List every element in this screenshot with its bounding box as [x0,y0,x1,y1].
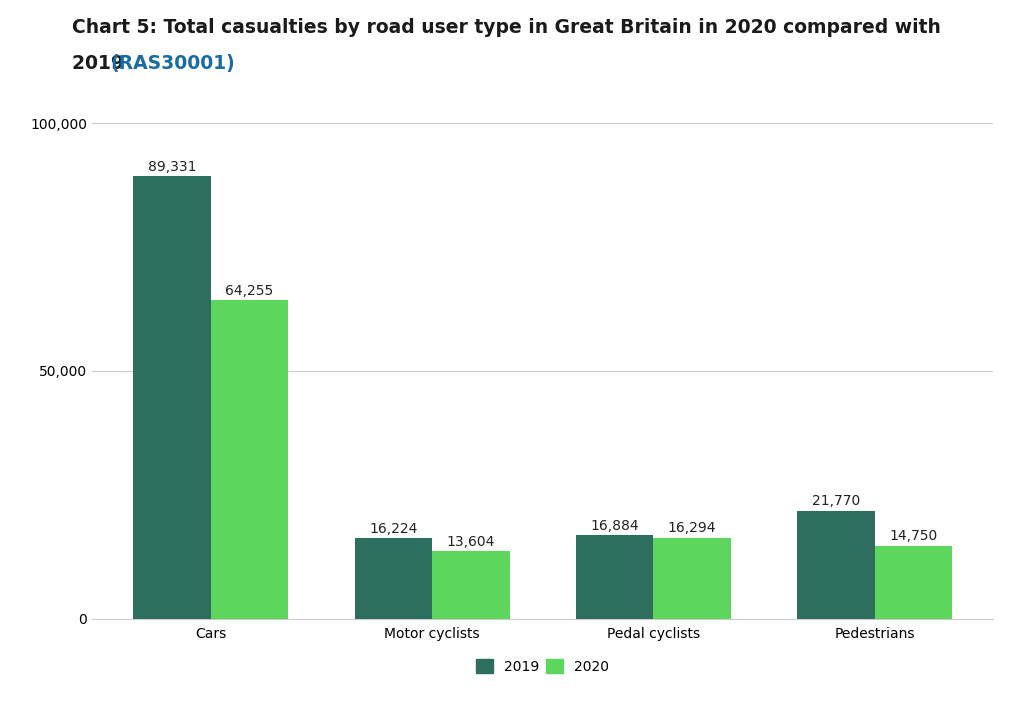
Text: 64,255: 64,255 [225,284,273,298]
Bar [354,538,432,619]
Bar [133,176,211,619]
Bar [211,300,288,619]
Bar [432,551,510,619]
Text: Chart 5: Total casualties by road user type in Great Britain in 2020 compared wi: Chart 5: Total casualties by road user t… [72,18,941,37]
Text: 13,604: 13,604 [446,535,495,549]
Text: 16,224: 16,224 [369,522,418,536]
Text: 2019: 2019 [72,54,130,73]
Text: 21,770: 21,770 [812,494,860,508]
Bar [653,538,731,619]
Bar [575,535,653,619]
Text: 16,294: 16,294 [668,522,717,536]
Text: (RAS30001): (RAS30001) [110,54,234,73]
Bar [798,511,874,619]
Bar [874,546,952,619]
Text: 89,331: 89,331 [147,160,197,174]
Text: 16,884: 16,884 [591,519,639,532]
Legend: 2019, 2020: 2019, 2020 [471,653,614,679]
Text: 14,750: 14,750 [890,529,938,543]
